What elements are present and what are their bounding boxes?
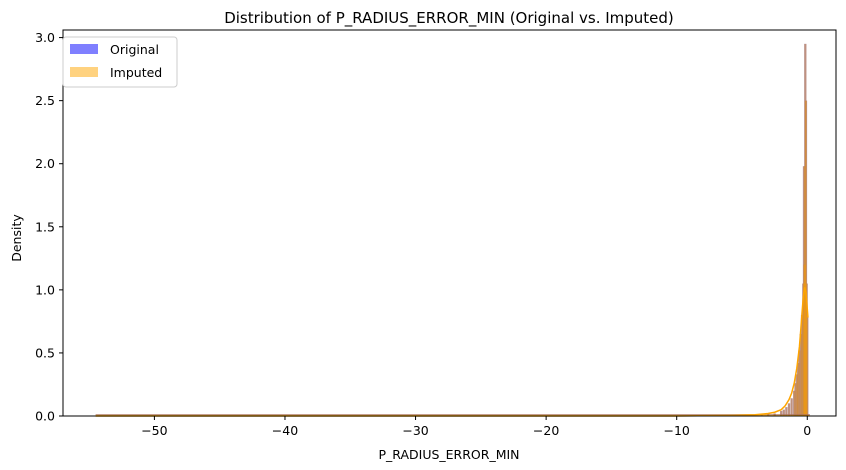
x-tick-label: 0 xyxy=(803,423,811,438)
bar-imputed xyxy=(785,407,788,416)
x-axis-label: P_RADIUS_ERROR_MIN xyxy=(378,447,519,462)
y-tick-label: 1.5 xyxy=(35,219,55,234)
y-tick-label: 0.5 xyxy=(35,345,55,360)
x-tick-label: −40 xyxy=(272,423,298,438)
y-tick-label: 3.0 xyxy=(35,30,55,45)
tail-lines xyxy=(95,413,810,416)
bar-imputed xyxy=(799,334,802,416)
bar-imputed xyxy=(787,403,791,416)
bar-imputed xyxy=(793,390,796,416)
bar-imputed xyxy=(795,374,798,416)
bar-imputed xyxy=(794,383,797,416)
y-tick-label: 0.0 xyxy=(35,409,55,424)
y-axis-label: Density xyxy=(9,214,24,262)
x-tick-label: −20 xyxy=(533,423,559,438)
legend: Original Imputed xyxy=(62,36,178,88)
x-tick-label: −10 xyxy=(664,423,690,438)
y-axis-ticks: 0.0 0.5 1.0 1.5 2.0 2.5 3.0 xyxy=(35,30,63,424)
legend-label-imputed: Imputed xyxy=(110,65,162,80)
y-tick-label: 2.0 xyxy=(35,156,55,171)
legend-swatch-original xyxy=(70,44,98,54)
bar-imputed xyxy=(782,409,785,416)
axes-frame xyxy=(62,29,837,417)
bar-imputed xyxy=(798,350,801,416)
series-imputed-bars xyxy=(734,43,809,416)
bar-imputed xyxy=(797,363,800,416)
x-axis-ticks: −50 −40 −30 −20 −10 0 xyxy=(141,416,811,438)
x-tick-label: −30 xyxy=(402,423,428,438)
bar-imputed xyxy=(790,398,793,416)
plot-area xyxy=(95,43,810,417)
kde-line xyxy=(95,287,809,417)
y-tick-label: 1.0 xyxy=(35,282,55,297)
bar-imputed xyxy=(800,315,804,416)
y-tick-label: 2.5 xyxy=(35,93,55,108)
legend-swatch-imputed xyxy=(70,67,98,77)
legend-label-original: Original xyxy=(110,42,159,57)
chart-title: Distribution of P_RADIUS_ERROR_MIN (Orig… xyxy=(224,9,674,28)
x-tick-label: −50 xyxy=(141,423,167,438)
bar-imputed xyxy=(780,410,783,416)
bar-imputed xyxy=(804,100,808,416)
bar-imputed xyxy=(806,315,809,416)
